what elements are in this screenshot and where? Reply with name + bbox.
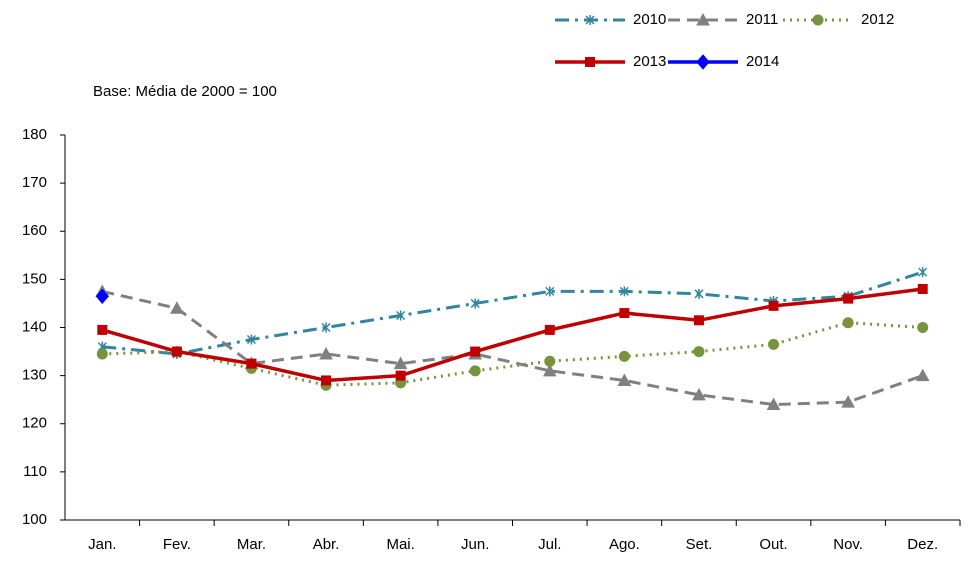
- x-tick-label: Fev.: [163, 536, 191, 553]
- x-tick-label: Abr.: [313, 536, 340, 553]
- y-tick-label: 110: [23, 463, 47, 480]
- y-tick-label: 180: [22, 126, 47, 143]
- legend-label: 2013: [633, 53, 666, 70]
- y-tick-label: 160: [22, 222, 47, 239]
- data-point: [321, 375, 332, 386]
- data-point: [170, 301, 184, 314]
- legend-label: 2011: [746, 11, 778, 28]
- data-point: [917, 322, 929, 333]
- data-point: [171, 346, 182, 357]
- x-tick-label: Nov.: [833, 536, 863, 553]
- legend-marker: [585, 57, 595, 67]
- data-point: [768, 300, 779, 311]
- series-line: [102, 321, 923, 387]
- data-point: [321, 322, 331, 333]
- x-tick-label: Set.: [686, 536, 713, 553]
- x-tick-label: Mar.: [237, 536, 266, 553]
- legend-label: 2012: [861, 11, 894, 28]
- data-point: [841, 395, 855, 408]
- data-point: [693, 346, 705, 358]
- data-point: [766, 397, 781, 410]
- series-line: [102, 270, 924, 356]
- series-line: [101, 287, 923, 383]
- data-point: [544, 355, 556, 367]
- x-tick-label: Out.: [759, 536, 787, 553]
- data-point: [618, 350, 630, 362]
- data-point: [917, 284, 928, 294]
- data-point: [470, 346, 481, 357]
- legend-marker: [585, 15, 595, 25]
- data-point: [619, 308, 630, 319]
- legend-label: 2010: [633, 11, 666, 28]
- data-point: [396, 310, 406, 321]
- legend-marker: [696, 12, 710, 26]
- annotation: Base: Média de 2000 = 100: [93, 83, 277, 100]
- data-point: [768, 338, 780, 350]
- x-tick-label: Mai.: [386, 536, 414, 553]
- data-point: [246, 358, 257, 369]
- x-tick-label: Dez.: [907, 536, 938, 553]
- data-point: [542, 363, 557, 377]
- x-tick-label: Jul.: [538, 536, 561, 553]
- x-tick-label: Jun.: [461, 536, 489, 553]
- data-point: [469, 365, 481, 377]
- data-point: [319, 346, 333, 360]
- data-point: [95, 288, 109, 304]
- data-point: [915, 368, 930, 382]
- data-point: [843, 293, 854, 304]
- y-tick-label: 170: [22, 174, 47, 191]
- data-point: [470, 298, 480, 309]
- data-point: [842, 317, 854, 329]
- legend-marker: [696, 54, 710, 70]
- y-tick-label: 100: [22, 511, 47, 528]
- data-point: [96, 348, 108, 360]
- data-point: [918, 267, 928, 278]
- data-point: [619, 286, 629, 297]
- y-tick-label: 150: [22, 270, 47, 287]
- data-point: [693, 315, 704, 326]
- data-point: [393, 356, 408, 370]
- y-tick-label: 140: [22, 318, 47, 335]
- data-point: [545, 286, 555, 297]
- data-point: [617, 373, 632, 386]
- y-tick-label: 120: [22, 415, 47, 432]
- x-tick-label: Ago.: [609, 536, 640, 553]
- data-point: [692, 387, 706, 401]
- series-line: [101, 289, 924, 407]
- legend-marker: [812, 14, 824, 26]
- data-point: [544, 324, 555, 335]
- legend-label: 2014: [746, 53, 779, 70]
- data-point: [694, 288, 704, 299]
- data-point: [246, 334, 256, 345]
- x-tick-label: Jan.: [88, 536, 116, 553]
- y-tick-label: 130: [22, 367, 47, 384]
- data-point: [395, 370, 406, 381]
- data-point: [97, 324, 108, 335]
